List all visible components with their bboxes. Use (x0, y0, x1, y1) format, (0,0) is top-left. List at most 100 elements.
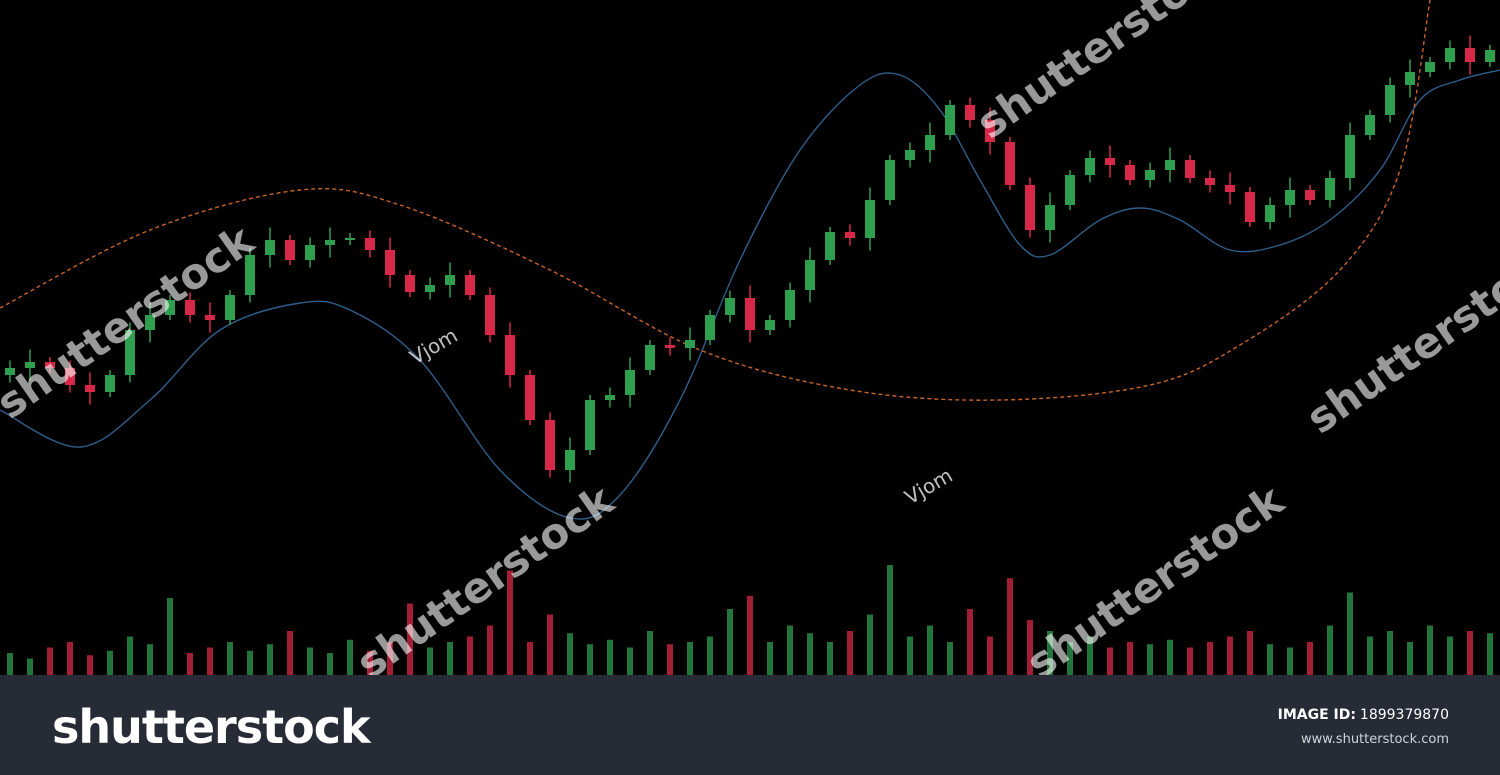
candle-body (385, 250, 395, 275)
candle-body (305, 245, 315, 260)
candle-body (765, 320, 775, 330)
candle-body (905, 150, 915, 160)
candle-body (825, 232, 835, 260)
candle-body (805, 260, 815, 290)
volume-bar (407, 603, 413, 675)
candle-body (785, 290, 795, 320)
candle-body (245, 255, 255, 295)
volume-bar (787, 625, 793, 675)
candle-body (1045, 205, 1055, 230)
plot (0, 0, 1500, 675)
indicator-line (0, 69, 1500, 520)
candle-body (505, 335, 515, 375)
candle-body (685, 340, 695, 348)
candle-body (405, 275, 415, 292)
volume-bar (1027, 620, 1033, 675)
volume-bar (627, 647, 633, 675)
candle-body (285, 240, 295, 260)
volume-bar (1367, 636, 1373, 675)
volume-bar (1167, 639, 1173, 675)
candle-body (1385, 85, 1395, 115)
volume-bar (227, 642, 233, 675)
volume-bar (547, 614, 553, 675)
candle-body (1165, 160, 1175, 170)
volume-bar (487, 625, 493, 675)
volume-bar (267, 644, 273, 675)
volume-bar (907, 636, 913, 675)
candle-body (205, 315, 215, 320)
volume-bar (87, 655, 93, 675)
candle-body (345, 238, 355, 240)
volume-bar (187, 653, 193, 675)
candle-body (605, 395, 615, 400)
candle-body (885, 160, 895, 200)
volume-bar (747, 595, 753, 675)
candle-body (65, 368, 75, 385)
volume-bar (127, 636, 133, 675)
volume-bar (247, 650, 253, 675)
volume-bar (67, 642, 73, 675)
candle-body (1185, 160, 1195, 178)
volume-bar (1447, 636, 1453, 675)
volume-bar (1347, 592, 1353, 675)
volume-bar (727, 609, 733, 675)
candle-body (1265, 205, 1275, 222)
candle-body (625, 370, 635, 395)
candle-body (1085, 158, 1095, 175)
candle-body (125, 330, 135, 375)
candle-body (1205, 178, 1215, 185)
volume-bar (987, 636, 993, 675)
volume-bar (687, 642, 693, 675)
volume-bar (1107, 647, 1113, 675)
candle-body (145, 315, 155, 330)
indicator-line (0, 0, 1431, 401)
candle-body (1225, 185, 1235, 192)
volume-bar (947, 642, 953, 675)
candle-body (445, 275, 455, 285)
volume-bar (207, 647, 213, 675)
candle-body (565, 450, 575, 470)
candle-body (965, 105, 975, 120)
volume-bar (967, 609, 973, 675)
candle-body (665, 345, 675, 348)
volume-bar (1267, 644, 1273, 675)
volume-bar (307, 647, 313, 675)
candle-body (585, 400, 595, 450)
candle-body (1485, 50, 1495, 62)
candle-body (1365, 115, 1375, 135)
volume-bar (767, 642, 773, 675)
volume-bar (1147, 644, 1153, 675)
volume-bar (447, 642, 453, 675)
volume-bar (287, 631, 293, 675)
candle-body (545, 420, 555, 470)
volume-bar (1487, 633, 1493, 675)
candle-body (465, 275, 475, 295)
volume-bar (27, 658, 33, 675)
volume-bar (567, 633, 573, 675)
volume-bar (1387, 631, 1393, 675)
volume-bar (927, 625, 933, 675)
volume-bar (1327, 625, 1333, 675)
candle-body (105, 375, 115, 392)
volume-bar (1407, 642, 1413, 675)
volume-bar (1287, 647, 1293, 675)
volume-bar (107, 650, 113, 675)
volume-bar (807, 633, 813, 675)
candle-body (1125, 165, 1135, 180)
image-id: 1899379870 (1360, 707, 1449, 723)
volume-bar (1047, 631, 1053, 675)
candle-body (1005, 142, 1015, 185)
candle-body (1425, 62, 1435, 72)
candle-body (1325, 178, 1335, 200)
candle-body (865, 200, 875, 238)
volume-bar (1007, 578, 1013, 675)
candle-body (1065, 175, 1075, 205)
candle-body (5, 368, 15, 375)
footer-url: www.shutterstock.com (1301, 732, 1449, 747)
volume-bar (47, 647, 53, 675)
volume-bar (327, 653, 333, 675)
candle-body (185, 300, 195, 315)
image-id-label: IMAGE ID: (1278, 707, 1356, 723)
candle-body (945, 105, 955, 135)
